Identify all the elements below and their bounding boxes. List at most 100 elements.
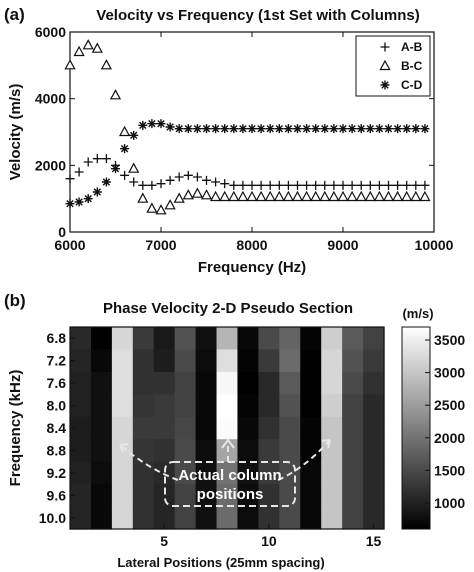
data-point-c-d — [65, 199, 75, 209]
x-tick-label: 10000 — [415, 237, 454, 253]
data-point-b-c — [291, 190, 304, 202]
heatmap-cell — [153, 439, 176, 463]
heatmap-cell — [237, 371, 259, 395]
heatmap-cell — [90, 416, 113, 440]
heatmap-cell — [363, 327, 385, 351]
heatmap-cell — [342, 371, 364, 395]
colorbar-tick-label: 1000 — [434, 495, 465, 511]
heatmap-ticks: 5 10 15 6.8 7.2 7.6 8.0 8.4 8.8 9.2 9.6 10.0 — [39, 330, 382, 549]
data-point-c-d — [302, 124, 312, 134]
heatmap-cell — [90, 394, 113, 418]
data-point-b-c — [228, 190, 240, 202]
data-point-a-b — [411, 180, 421, 190]
heatmap-cell — [321, 439, 343, 463]
data-point-c-d — [120, 144, 130, 154]
heatmap-cell — [195, 394, 218, 418]
heatmap-cell — [195, 506, 218, 530]
heatmap-cell — [279, 371, 301, 395]
data-point-a-b — [329, 180, 339, 190]
data-point-a-b — [120, 170, 130, 180]
chart-b-title: Phase Velocity 2-D Pseudo Section — [103, 300, 353, 317]
legend-label-a-b: A-B — [401, 40, 423, 54]
heatmap-cell — [363, 461, 385, 485]
heatmap-y-tick-label: 8.4 — [47, 420, 67, 436]
heatmap-x-tick-label: 15 — [366, 533, 382, 549]
heatmap-cell — [153, 394, 176, 418]
data-point-c-d — [402, 124, 412, 134]
heatmap-cell — [237, 484, 259, 508]
data-point-a-b — [374, 180, 384, 190]
legend-markers — [379, 42, 391, 90]
data-point-b-c — [273, 190, 285, 202]
data-point-a-b — [129, 177, 139, 187]
data-point-a-b — [293, 180, 302, 190]
x-tick-label: 9000 — [327, 237, 358, 253]
data-point-b-c — [191, 187, 204, 198]
data-point-c-d — [129, 130, 139, 140]
legend-marker-b-c — [379, 59, 391, 71]
heatmap-cell — [216, 327, 239, 351]
data-point-c-d — [247, 124, 257, 134]
data-point-b-c — [319, 190, 331, 202]
data-point-b-c — [346, 190, 358, 202]
heatmap-cell — [111, 416, 134, 440]
heatmap-cell — [321, 506, 343, 530]
heatmap-cell — [342, 439, 364, 463]
heatmap-y-tick-label: 6.8 — [47, 330, 67, 346]
heatmap-cell — [132, 327, 155, 351]
heatmap-x-tick-label: 5 — [160, 533, 168, 549]
data-point-c-d — [92, 187, 102, 197]
annotation-arrowhead-left — [119, 443, 129, 453]
data-point-a-b — [356, 180, 366, 190]
heatmap-cell — [111, 394, 134, 418]
heatmap-cell — [342, 506, 364, 530]
y-tick-label: 6000 — [35, 24, 66, 40]
heatmap-cell — [132, 439, 155, 463]
heatmap-cell — [90, 349, 113, 373]
data-point-b-c — [173, 192, 185, 203]
annotation-line-1: Actual column — [178, 467, 281, 484]
heatmap-cell — [195, 461, 218, 485]
data-point-c-d — [393, 124, 403, 134]
data-point-c-d — [265, 124, 275, 134]
heatmap-cell — [174, 349, 197, 373]
data-point-a-b — [147, 180, 157, 190]
heatmap-cell — [300, 349, 322, 373]
chart-b-xlabel: Lateral Positions (25mm spacing) — [117, 555, 324, 570]
data-point-c-d — [274, 124, 284, 134]
data-point-b-c — [373, 190, 386, 202]
data-point-a-b — [192, 172, 202, 182]
heatmap-cell — [237, 394, 259, 418]
chart-a-ylabel: Velocity (m/s) — [7, 84, 24, 181]
heatmap-cell — [258, 484, 280, 508]
heatmap-cell — [321, 349, 343, 373]
data-point-a-b — [265, 180, 275, 190]
heatmap-cell — [342, 484, 364, 508]
heatmap-cell — [70, 416, 92, 440]
data-point-b-c — [73, 45, 85, 57]
heatmap-cell — [70, 506, 92, 530]
data-point-a-b — [156, 179, 166, 189]
data-point-c-d — [347, 124, 357, 134]
heatmap-cell — [174, 484, 197, 508]
data-point-c-d — [165, 122, 175, 132]
data-point-a-b — [211, 177, 221, 187]
heatmap-cell — [111, 349, 134, 373]
data-point-c-d — [229, 124, 239, 134]
heatmap-cell — [300, 484, 322, 508]
annotation-line-2: positions — [197, 486, 264, 503]
data-point-c-d — [420, 124, 430, 134]
heatmap-cell — [90, 506, 113, 530]
data-point-a-b — [138, 180, 148, 190]
heatmap-cell — [216, 371, 239, 395]
heatmap-cell — [216, 349, 239, 373]
data-point-b-c — [164, 199, 176, 210]
y-tick-label: 4000 — [35, 91, 66, 107]
heatmap-cell — [321, 327, 343, 351]
heatmap-cell — [237, 439, 259, 463]
heatmap-cell — [132, 371, 155, 395]
heatmap-cell — [300, 394, 322, 418]
heatmap-cell — [111, 371, 134, 395]
heatmap-cell — [321, 484, 343, 508]
